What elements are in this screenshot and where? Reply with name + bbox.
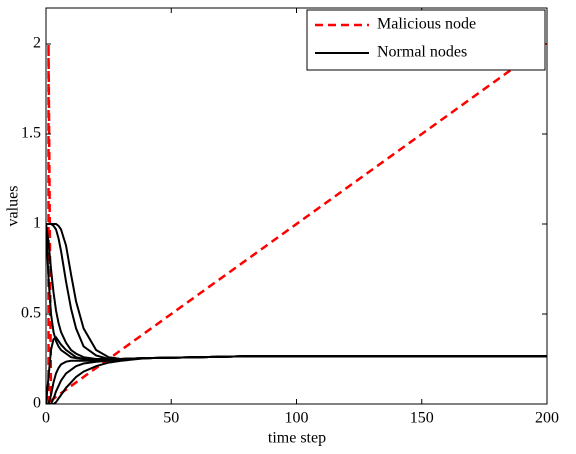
y-tick-label: 2	[33, 35, 41, 52]
y-tick-label: 0.5	[21, 305, 41, 322]
y-tick-label: 1	[33, 215, 41, 232]
x-tick-label: 200	[535, 410, 559, 427]
y-tick-label: 1.5	[21, 125, 41, 142]
legend-label: Malicious node	[377, 16, 476, 33]
x-tick-label: 150	[410, 410, 434, 427]
x-tick-label: 50	[163, 410, 179, 427]
y-tick-label: 0	[33, 395, 41, 412]
x-tick-label: 100	[285, 410, 309, 427]
x-axis-label: time step	[268, 430, 326, 447]
plot-frame	[45, 7, 548, 405]
lines	[46, 42, 547, 404]
legend-label: Normal nodes	[377, 44, 467, 61]
data-line	[47, 42, 547, 404]
x-tick-label: 0	[42, 410, 50, 427]
data-line	[46, 355, 547, 404]
y-axis-label: values	[5, 186, 22, 227]
legend-box	[306, 9, 546, 71]
